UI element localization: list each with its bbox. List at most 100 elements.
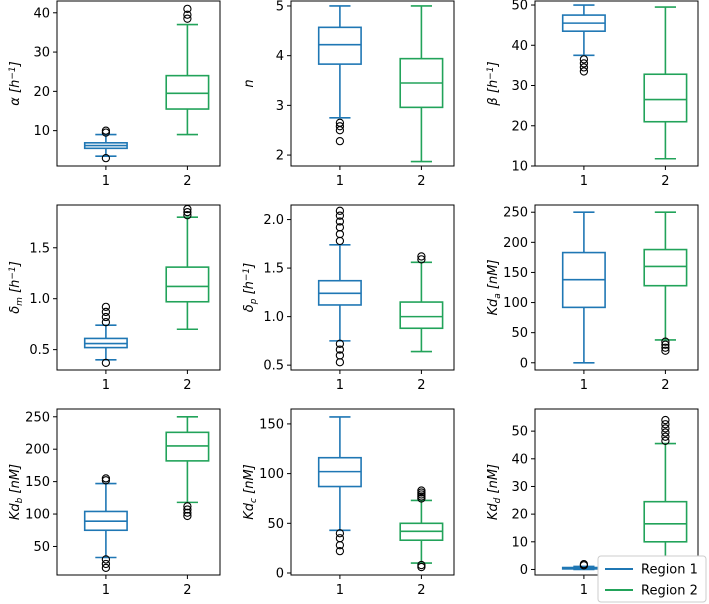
panel-kd_d: 0102030405012Kdd [nM] (486, 408, 699, 598)
axes-frame (56, 204, 221, 371)
outlier-point (417, 252, 426, 261)
xtick-label: 2 (661, 174, 669, 189)
iqr-box (165, 266, 210, 303)
ytick-label: 50 (511, 425, 528, 440)
panel-n: 2 3 4 5 1 2 n (242, 0, 455, 189)
outlier-point (335, 345, 345, 354)
ytick-label: 1.0 (263, 310, 284, 325)
outlier-point (335, 137, 345, 146)
xtick-label: 2 (183, 378, 191, 393)
outlier-point (183, 502, 192, 511)
ytick-label: 2.0 (263, 213, 284, 228)
axes-frame (56, 0, 221, 167)
ytick-label: 10 (511, 160, 528, 175)
ytick-label: 0.5 (29, 343, 50, 358)
ytick-label: 10 (33, 124, 50, 139)
outlier-point (183, 211, 192, 220)
iqr-box (643, 73, 688, 123)
ytick-label: 0.5 (263, 359, 284, 374)
box-region-2 (399, 486, 444, 572)
ytick-label: 100 (25, 508, 50, 523)
outlier-point (183, 511, 192, 521)
outlier-point (661, 415, 670, 425)
xtick-label: 2 (417, 583, 425, 598)
legend: Region 1 Region 2 (597, 555, 707, 603)
outlier-point (661, 432, 670, 441)
ytick-label: 40 (511, 39, 528, 54)
outlier-point (417, 486, 426, 495)
ytick-label: 1.5 (29, 241, 50, 256)
axes-frame (534, 204, 699, 371)
ytick-label: 200 (503, 236, 528, 251)
iqr-box (643, 248, 688, 287)
ytick-label: 20 (511, 119, 528, 134)
ytick-label: 0 (520, 563, 528, 578)
ytick-label: 250 (25, 410, 50, 425)
outlier-point (335, 339, 345, 348)
outlier-point (335, 351, 345, 360)
ytick-label: 20 (33, 85, 50, 100)
ytick-label: 50 (511, 326, 528, 341)
legend-label-region-2: Region 2 (641, 584, 698, 599)
ylabel-kd_b: Kdb [nM] (8, 464, 25, 520)
xtick-label: 1 (102, 174, 110, 189)
outlier-point (183, 508, 192, 517)
ytick-label: 150 (25, 475, 50, 490)
outlier-point (101, 312, 111, 322)
ytick-label: 3 (276, 99, 284, 114)
panel-kd_c: 0 50 100 150 1 2 Kdc [nM] (242, 408, 455, 598)
outlier-point (101, 153, 111, 163)
box-region-2 (643, 415, 688, 571)
ytick-label: 200 (25, 443, 50, 458)
xtick-label: 2 (417, 174, 425, 189)
box-region-1 (561, 4, 606, 76)
outlier-point (335, 211, 345, 220)
outlier-point (101, 302, 111, 312)
panel-beta: 10 20 30 40 50 1 2 β [h−1] (486, 0, 699, 189)
ylabel-alpha: α [h−1] (8, 61, 23, 105)
outlier-point (661, 424, 670, 433)
box-region-2 (643, 6, 688, 160)
xtick-label: 2 (183, 583, 191, 598)
outlier-point (417, 560, 426, 570)
legend-label-region-1: Region 1 (641, 563, 698, 578)
outlier-point (101, 563, 111, 573)
axes-frame (290, 0, 455, 167)
ytick-label: 0 (276, 567, 284, 582)
outlier-point (661, 436, 670, 445)
ytick-label: 150 (503, 266, 528, 281)
outlier-point (417, 255, 426, 264)
ytick-label: 50 (267, 517, 284, 532)
outlier-point (183, 207, 192, 217)
axes-frame (534, 0, 699, 167)
iqr-box (399, 301, 444, 330)
ytick-label: 20 (511, 508, 528, 523)
ylabel-n: n (242, 79, 257, 87)
ytick-label: 1.5 (263, 262, 284, 277)
outlier-point (661, 420, 670, 429)
outlier-point (101, 317, 111, 327)
box-region-1 (83, 302, 128, 368)
outlier-point (579, 67, 589, 76)
xtick-label: 1 (336, 378, 344, 393)
ylabel-kd_a: Kda [nM] (486, 259, 503, 315)
panel-delta_m: 0.5 1.0 1.5 1 2 δm [h−1] (8, 204, 221, 393)
outlier-point (101, 307, 111, 317)
ytick-label: 150 (259, 417, 284, 432)
ytick-label: 30 (511, 480, 528, 495)
panel-alpha: 10 20 30 40 1 2 α [h−1] (8, 0, 221, 189)
outlier-point (335, 358, 345, 367)
ytick-label: 40 (511, 452, 528, 467)
outlier-point (579, 55, 589, 64)
box-region-1 (561, 211, 606, 364)
box-region-1 (317, 416, 362, 556)
outlier-point (661, 337, 670, 346)
ytick-label: 100 (259, 467, 284, 482)
box-region-1 (83, 126, 128, 163)
outlier-point (335, 206, 345, 215)
ytick-label: 250 (503, 206, 528, 221)
xtick-label: 1 (580, 378, 588, 393)
iqr-box (317, 26, 362, 65)
ytick-label: 30 (511, 79, 528, 94)
ylabel-kd_d: Kdd [nM] (486, 464, 503, 520)
